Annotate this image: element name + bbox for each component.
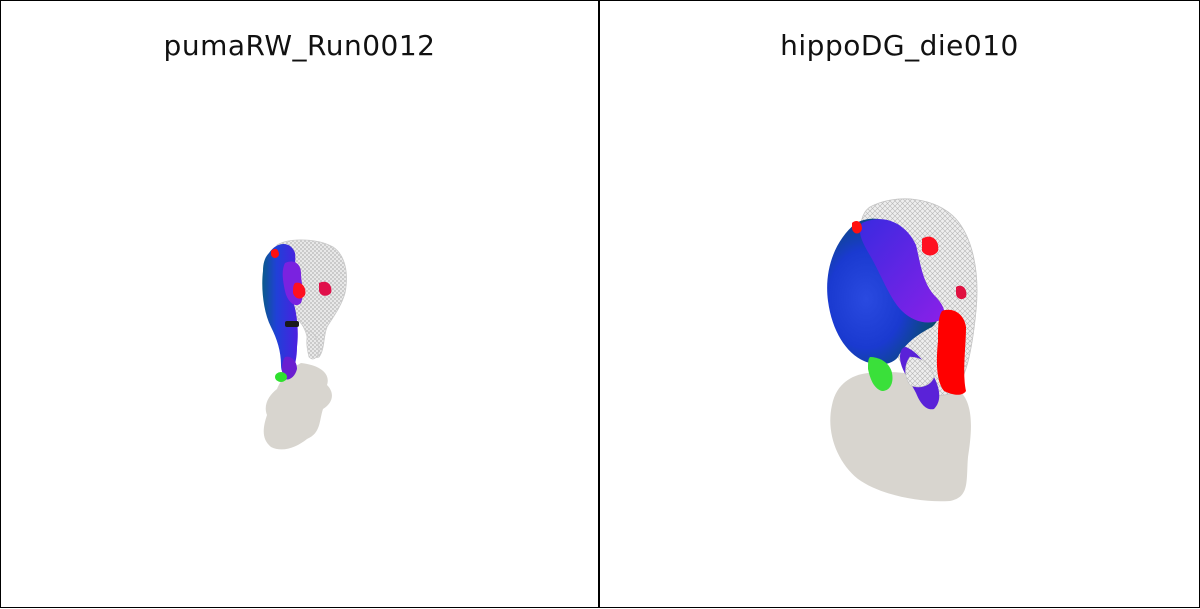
puma-render-svg [262, 239, 347, 450]
hippo-green-foot [868, 357, 893, 391]
hippo-red-leg [936, 309, 966, 395]
puma-green-paw [275, 372, 287, 382]
right-panel-title: hippoDG_die010 [780, 29, 1019, 62]
hippo-purple-head [859, 219, 945, 323]
right-panel: hippoDG_die010 [600, 1, 1199, 607]
hippo-render [600, 1, 1200, 609]
puma-red-accent-3 [271, 248, 279, 258]
hippo-render-svg [827, 198, 978, 502]
hippo-red-patch-3 [956, 285, 967, 300]
puma-red-accent-2 [319, 281, 332, 296]
puma-red-accent [293, 282, 306, 299]
left-panel-title: pumaRW_Run0012 [163, 29, 436, 62]
hippo-blue-body [827, 218, 939, 365]
puma-mesh-leg [306, 330, 320, 360]
puma-render [1, 1, 601, 609]
hippo-red-patch [922, 236, 939, 256]
hippo-mesh-leg [905, 356, 935, 388]
hippo-red-patch-2 [852, 221, 862, 234]
puma-dark-band [285, 321, 299, 327]
left-panel: pumaRW_Run0012 [1, 1, 600, 607]
puma-purple-patch-2 [282, 356, 297, 380]
puma-shadow [263, 363, 332, 450]
